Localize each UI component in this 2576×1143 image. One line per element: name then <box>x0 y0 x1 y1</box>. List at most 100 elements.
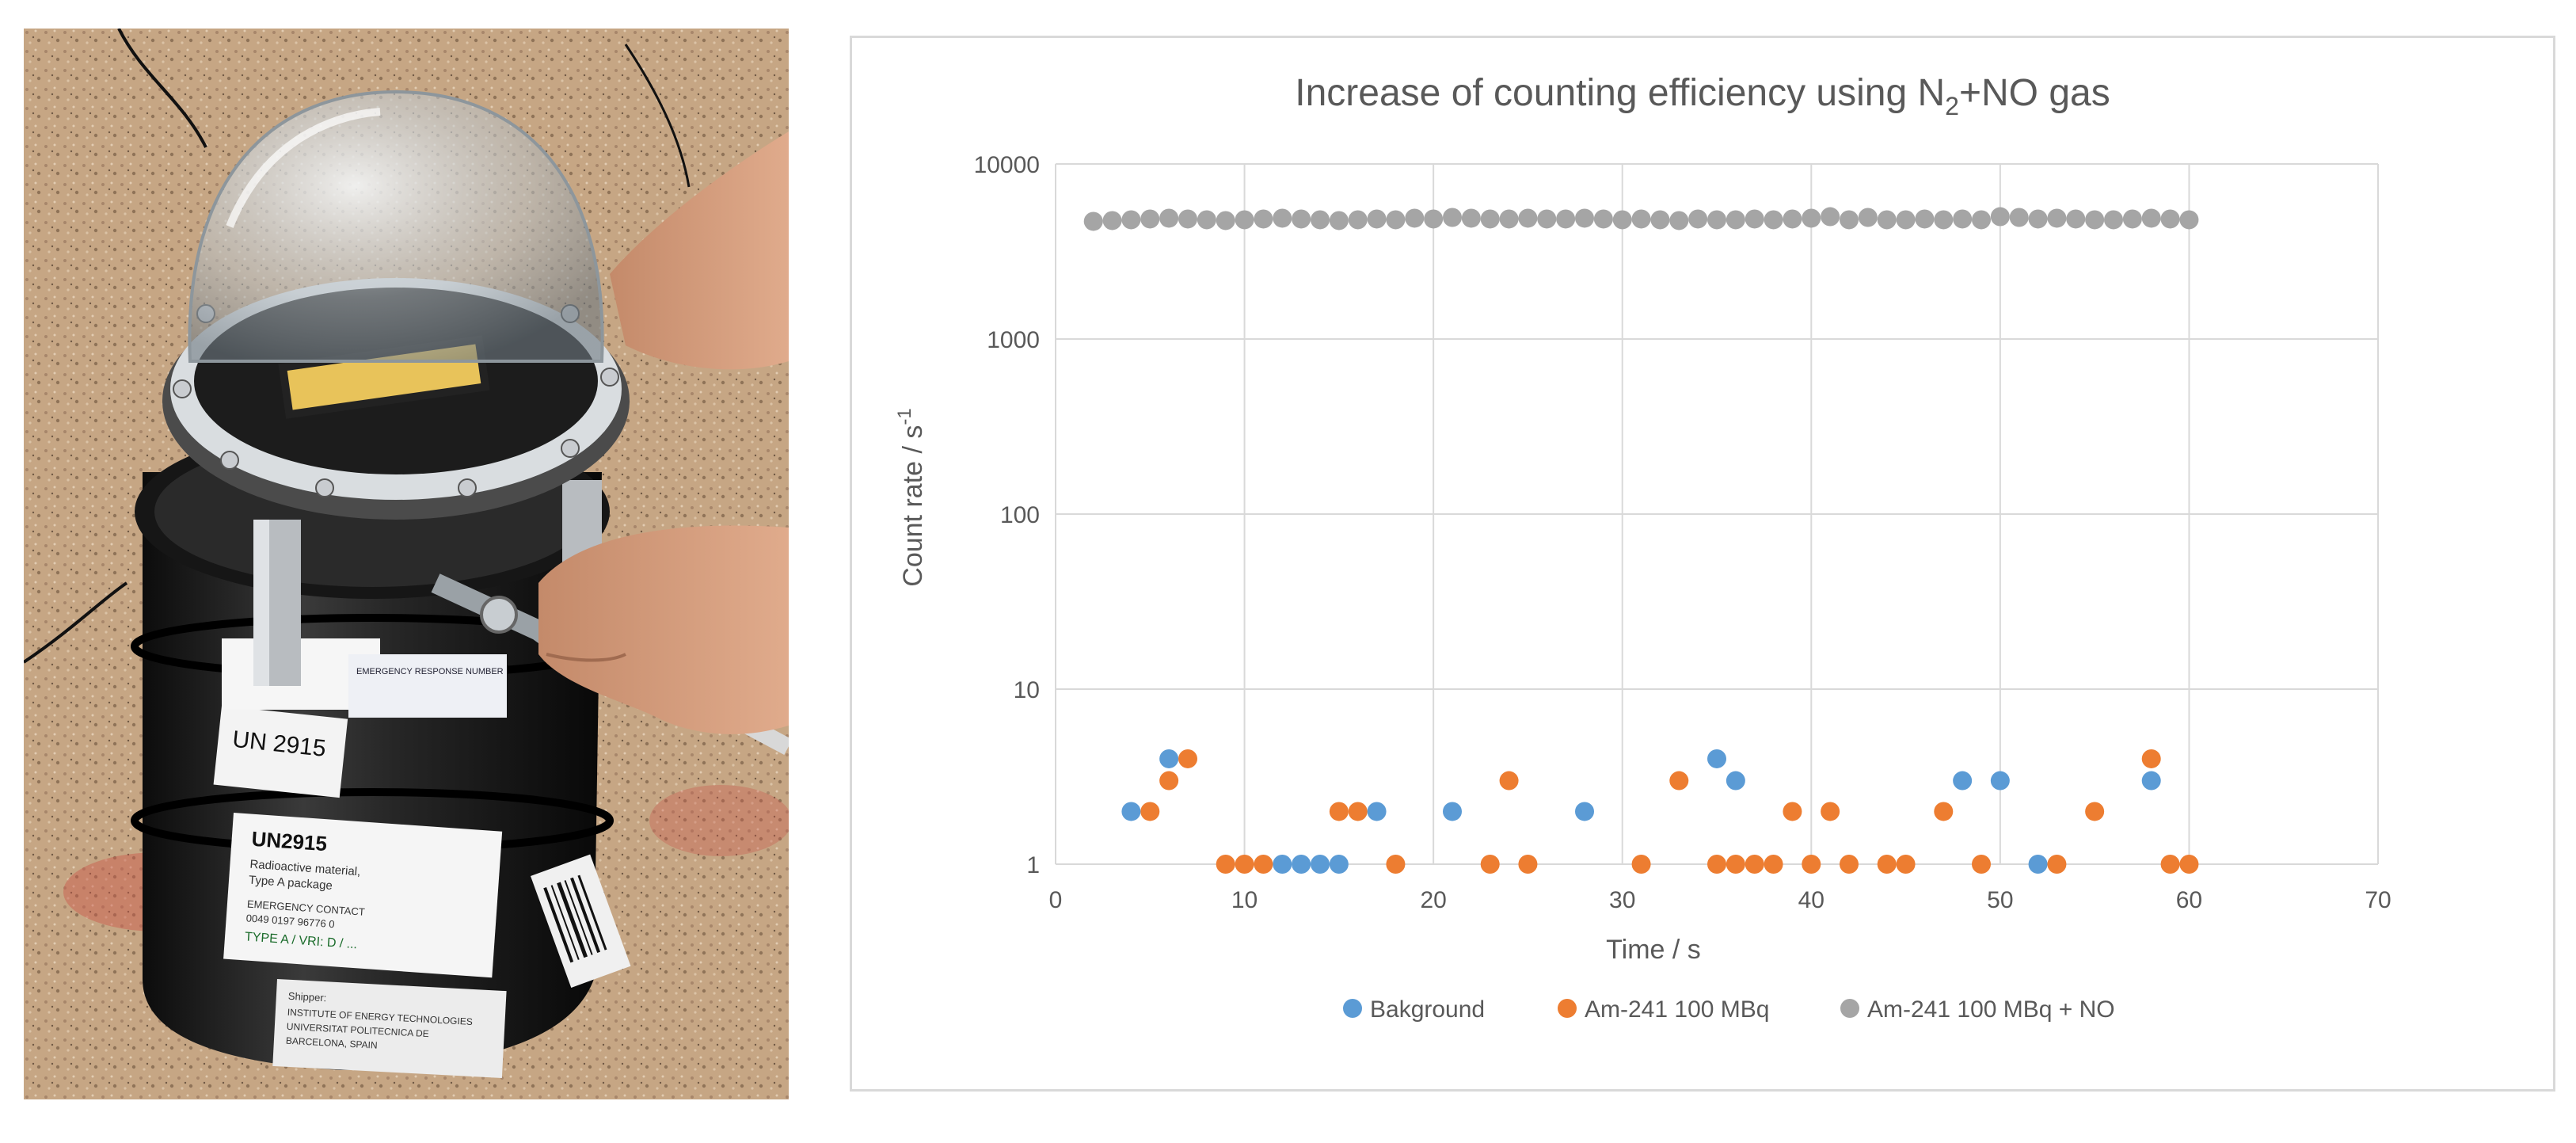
data-point <box>1688 209 1708 229</box>
data-point <box>1726 771 1745 791</box>
data-point <box>2047 208 2067 228</box>
data-point <box>1386 855 1406 874</box>
data-point <box>1367 802 1387 821</box>
data-point <box>1575 208 1594 228</box>
chart-svg: Increase of counting efficiency using N2… <box>894 72 2391 1023</box>
y-tick-label: 1 <box>1026 852 1040 878</box>
data-point <box>1707 749 1726 768</box>
legend-marker <box>1343 999 1362 1018</box>
data-point <box>1877 855 1897 874</box>
data-point <box>2085 802 2105 821</box>
data-point <box>1896 210 1916 230</box>
data-point <box>1424 209 1444 229</box>
data-point <box>1405 208 1425 228</box>
chart-title-subscript: 2 <box>1945 92 1959 120</box>
data-point <box>2141 771 2161 791</box>
data-point <box>1990 207 2010 227</box>
y-axis-title-main: Count rate / s <box>898 425 928 587</box>
data-point <box>1556 209 1576 229</box>
label-shipper: Shipper: INSTITUTE OF ENERGY TECHNOLOGIE… <box>272 978 507 1079</box>
data-point <box>2085 210 2105 230</box>
data-point <box>1631 855 1651 874</box>
label-un2915-small: UN 2915 <box>213 705 348 798</box>
data-point <box>1858 208 1878 227</box>
chart-panel: Increase of counting efficiency using N2… <box>850 36 2555 1092</box>
x-tick-label: 60 <box>2176 887 2202 913</box>
data-point <box>1593 209 1613 229</box>
data-point <box>1480 855 1500 874</box>
data-point <box>1840 855 1859 874</box>
data-point <box>1311 210 1330 230</box>
data-point <box>1669 211 1689 231</box>
data-point <box>1235 210 1254 230</box>
data-point <box>1348 210 1368 230</box>
data-point <box>2028 209 2048 229</box>
y-tick-label: 10 <box>1014 677 1040 703</box>
data-point <box>1821 802 1840 821</box>
data-point <box>2104 210 2123 230</box>
data-point <box>1745 209 1764 229</box>
data-point <box>1764 855 1783 874</box>
data-point <box>1273 208 1292 228</box>
data-point <box>1159 771 1179 791</box>
legend-marker <box>1558 999 1577 1018</box>
legend-label: Bakground <box>1370 996 1485 1023</box>
chart-title-main: Increase of counting efficiency using N <box>1295 72 1945 114</box>
data-point <box>1140 802 1160 821</box>
data-point <box>1386 210 1406 230</box>
data-point <box>2009 208 2029 227</box>
legend-marker <box>1840 999 1859 1018</box>
data-point <box>1934 210 1954 230</box>
data-point <box>1443 802 1462 821</box>
y-tick-label: 100 <box>1000 502 1040 528</box>
y-axis-title-superscript: -1 <box>894 408 915 425</box>
data-point <box>1083 211 1103 231</box>
svg-text:EMERGENCY RESPONSE NUMBER: EMERGENCY RESPONSE NUMBER <box>356 667 504 676</box>
data-point <box>1896 855 1916 874</box>
svg-text:UN2915: UN2915 <box>251 827 328 856</box>
data-points <box>1083 207 2199 874</box>
chart-title-tail: +NO gas <box>1959 72 2110 114</box>
data-point <box>1802 208 1821 228</box>
data-point <box>1990 771 2010 791</box>
x-tick-labels: 0 10 20 30 40 50 60 70 <box>1049 887 2391 913</box>
data-point <box>1953 771 1973 791</box>
data-point <box>2141 749 2161 768</box>
data-point <box>1254 855 1273 874</box>
x-tick-label: 30 <box>1609 887 1635 913</box>
data-point <box>2141 208 2161 228</box>
y-tick-labels: 1 10 100 1000 10000 <box>974 152 1040 878</box>
series-0 <box>1121 749 2161 874</box>
emergency-card: EMERGENCY RESPONSE NUMBER <box>222 638 507 718</box>
data-point <box>1650 210 1670 230</box>
data-point <box>1707 855 1726 874</box>
data-point <box>1292 855 1311 874</box>
label-package: UN2915 Radioactive material, Type A pack… <box>223 813 503 978</box>
data-point <box>1499 771 1519 791</box>
x-tick-label: 50 <box>1987 887 2013 913</box>
data-point <box>2179 210 2199 230</box>
series-1 <box>1140 749 2199 874</box>
x-tick-label: 40 <box>1798 887 1825 913</box>
data-point <box>1311 855 1330 874</box>
data-point <box>1178 209 1197 229</box>
data-point <box>1934 802 1954 821</box>
chart-title: Increase of counting efficiency using N2… <box>1295 72 2110 120</box>
data-point <box>1953 209 1973 229</box>
data-point <box>1537 209 1557 229</box>
data-point <box>1443 208 1462 227</box>
data-point <box>1348 802 1368 821</box>
legend: Bakground Am-241 100 MBq Am-241 100 MBq + … <box>1343 996 2115 1023</box>
data-point <box>1802 855 1821 874</box>
data-point <box>1178 749 1197 768</box>
data-point <box>1575 802 1594 821</box>
data-point <box>2160 209 2180 229</box>
data-point <box>1726 210 1745 230</box>
data-point <box>1140 209 1160 229</box>
data-point <box>1840 210 1859 230</box>
data-point <box>1367 209 1387 229</box>
data-point <box>1764 210 1783 230</box>
data-point <box>1783 209 1802 229</box>
data-point <box>1159 749 1179 768</box>
data-point <box>1821 207 1840 227</box>
